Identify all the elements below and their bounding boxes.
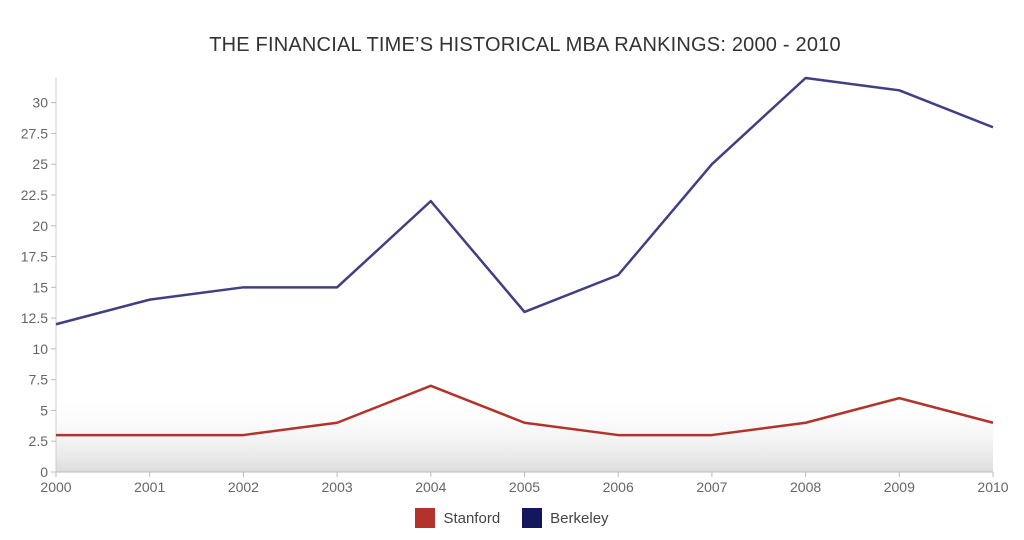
data-point-stanford[interactable] xyxy=(52,431,60,439)
y-tick: 20 xyxy=(32,218,56,234)
y-tick: 10 xyxy=(32,341,56,357)
y-tick: 5 xyxy=(40,402,56,418)
data-point-stanford[interactable] xyxy=(333,419,341,427)
y-tick: 12.5 xyxy=(21,310,56,326)
x-tick: 2000 xyxy=(40,472,72,495)
legend-label-stanford: Stanford xyxy=(443,509,501,527)
data-point-berkeley[interactable] xyxy=(239,283,247,291)
legend-item-stanford[interactable]: Stanford xyxy=(415,508,500,528)
x-tick-label: 2001 xyxy=(134,479,165,495)
y-tick-label: 5 xyxy=(40,402,48,418)
y-tick: 7.5 xyxy=(29,372,56,388)
x-tick-label: 2010 xyxy=(977,479,1008,495)
legend-swatch-stanford xyxy=(415,508,436,528)
y-tick: 25 xyxy=(32,156,56,172)
y-tick: 2.5 xyxy=(29,433,56,449)
y-tick-label: 7.5 xyxy=(29,372,49,388)
legend: Stanford Berkeley xyxy=(0,508,1024,528)
y-tick-label: 25 xyxy=(32,156,48,172)
data-point-stanford[interactable] xyxy=(239,431,247,439)
data-point-berkeley[interactable] xyxy=(521,308,529,316)
data-point-stanford[interactable] xyxy=(802,419,810,427)
x-tick-label: 2002 xyxy=(228,479,259,495)
data-point-berkeley[interactable] xyxy=(146,296,154,304)
x-tick-label: 2006 xyxy=(603,479,634,495)
x-tick: 2003 xyxy=(322,472,353,495)
x-tick-label: 2000 xyxy=(40,479,71,495)
x-tick-label: 2003 xyxy=(322,479,353,495)
x-tick: 2001 xyxy=(134,472,165,495)
data-point-stanford[interactable] xyxy=(427,382,435,390)
data-point-berkeley[interactable] xyxy=(52,320,60,328)
y-tick-label: 20 xyxy=(32,218,48,234)
data-point-berkeley[interactable] xyxy=(333,283,341,291)
data-point-stanford[interactable] xyxy=(146,431,154,439)
x-tick-label: 2004 xyxy=(415,479,446,495)
series-line-berkeley[interactable] xyxy=(55,76,994,326)
x-tick-label: 2008 xyxy=(790,479,821,495)
x-tick: 2007 xyxy=(696,472,728,495)
data-point-berkeley[interactable] xyxy=(614,271,622,279)
y-tick-label: 10 xyxy=(32,341,48,357)
x-tick: 2004 xyxy=(415,472,447,495)
data-point-stanford[interactable] xyxy=(614,431,622,439)
legend-swatch-berkeley xyxy=(522,508,543,528)
data-point-stanford[interactable] xyxy=(989,419,997,427)
data-point-stanford[interactable] xyxy=(708,431,716,439)
data-point-stanford[interactable] xyxy=(521,419,529,427)
y-tick-label: 2.5 xyxy=(29,433,49,449)
y-tick-label: 17.5 xyxy=(21,249,48,265)
series-line-stanford[interactable] xyxy=(56,384,994,437)
data-point-berkeley[interactable] xyxy=(708,160,716,168)
data-point-berkeley[interactable] xyxy=(802,74,810,82)
legend-item-berkeley[interactable]: Berkeley xyxy=(522,508,609,528)
series-layer xyxy=(52,74,997,439)
x-tick: 2009 xyxy=(884,472,915,495)
x-tick: 2002 xyxy=(228,472,259,495)
data-point-stanford[interactable] xyxy=(895,394,903,402)
y-tick: 17.5 xyxy=(21,249,56,265)
chart-title: THE FINANCIAL TIME’S HISTORICAL MBA RANK… xyxy=(209,34,841,56)
y-tick: 30 xyxy=(32,95,56,111)
y-tick-label: 0 xyxy=(40,464,48,480)
data-point-berkeley[interactable] xyxy=(895,86,903,94)
legend-label-berkeley: Berkeley xyxy=(550,509,609,527)
x-tick: 2010 xyxy=(977,472,1009,495)
y-tick-label: 30 xyxy=(32,95,48,111)
y-tick-label: 27.5 xyxy=(21,125,48,141)
y-tick-label: 15 xyxy=(32,279,48,295)
data-point-berkeley[interactable] xyxy=(989,123,997,131)
y-tick: 27.5 xyxy=(21,125,56,141)
y-axis: 0 2.5 5 7.5 10 12.5 15 17.5 20 22.5 25 27.5 30 xyxy=(21,78,57,480)
y-tick-label: 12.5 xyxy=(21,310,48,326)
x-tick-label: 2007 xyxy=(696,479,727,495)
x-tick: 2006 xyxy=(603,472,634,495)
y-tick-label: 22.5 xyxy=(21,187,48,203)
x-axis: 2000 2001 2002 2003 2004 2005 2006 2007 2008 2009… xyxy=(40,471,1009,495)
data-point-berkeley[interactable] xyxy=(427,197,435,205)
x-tick-label: 2009 xyxy=(884,479,915,495)
y-tick: 22.5 xyxy=(21,187,56,203)
y-tick: 15 xyxy=(32,279,56,295)
x-tick-label: 2005 xyxy=(509,479,540,495)
x-tick: 2005 xyxy=(509,472,540,495)
y-tick: 0 xyxy=(40,464,56,480)
x-tick: 2008 xyxy=(790,472,821,495)
